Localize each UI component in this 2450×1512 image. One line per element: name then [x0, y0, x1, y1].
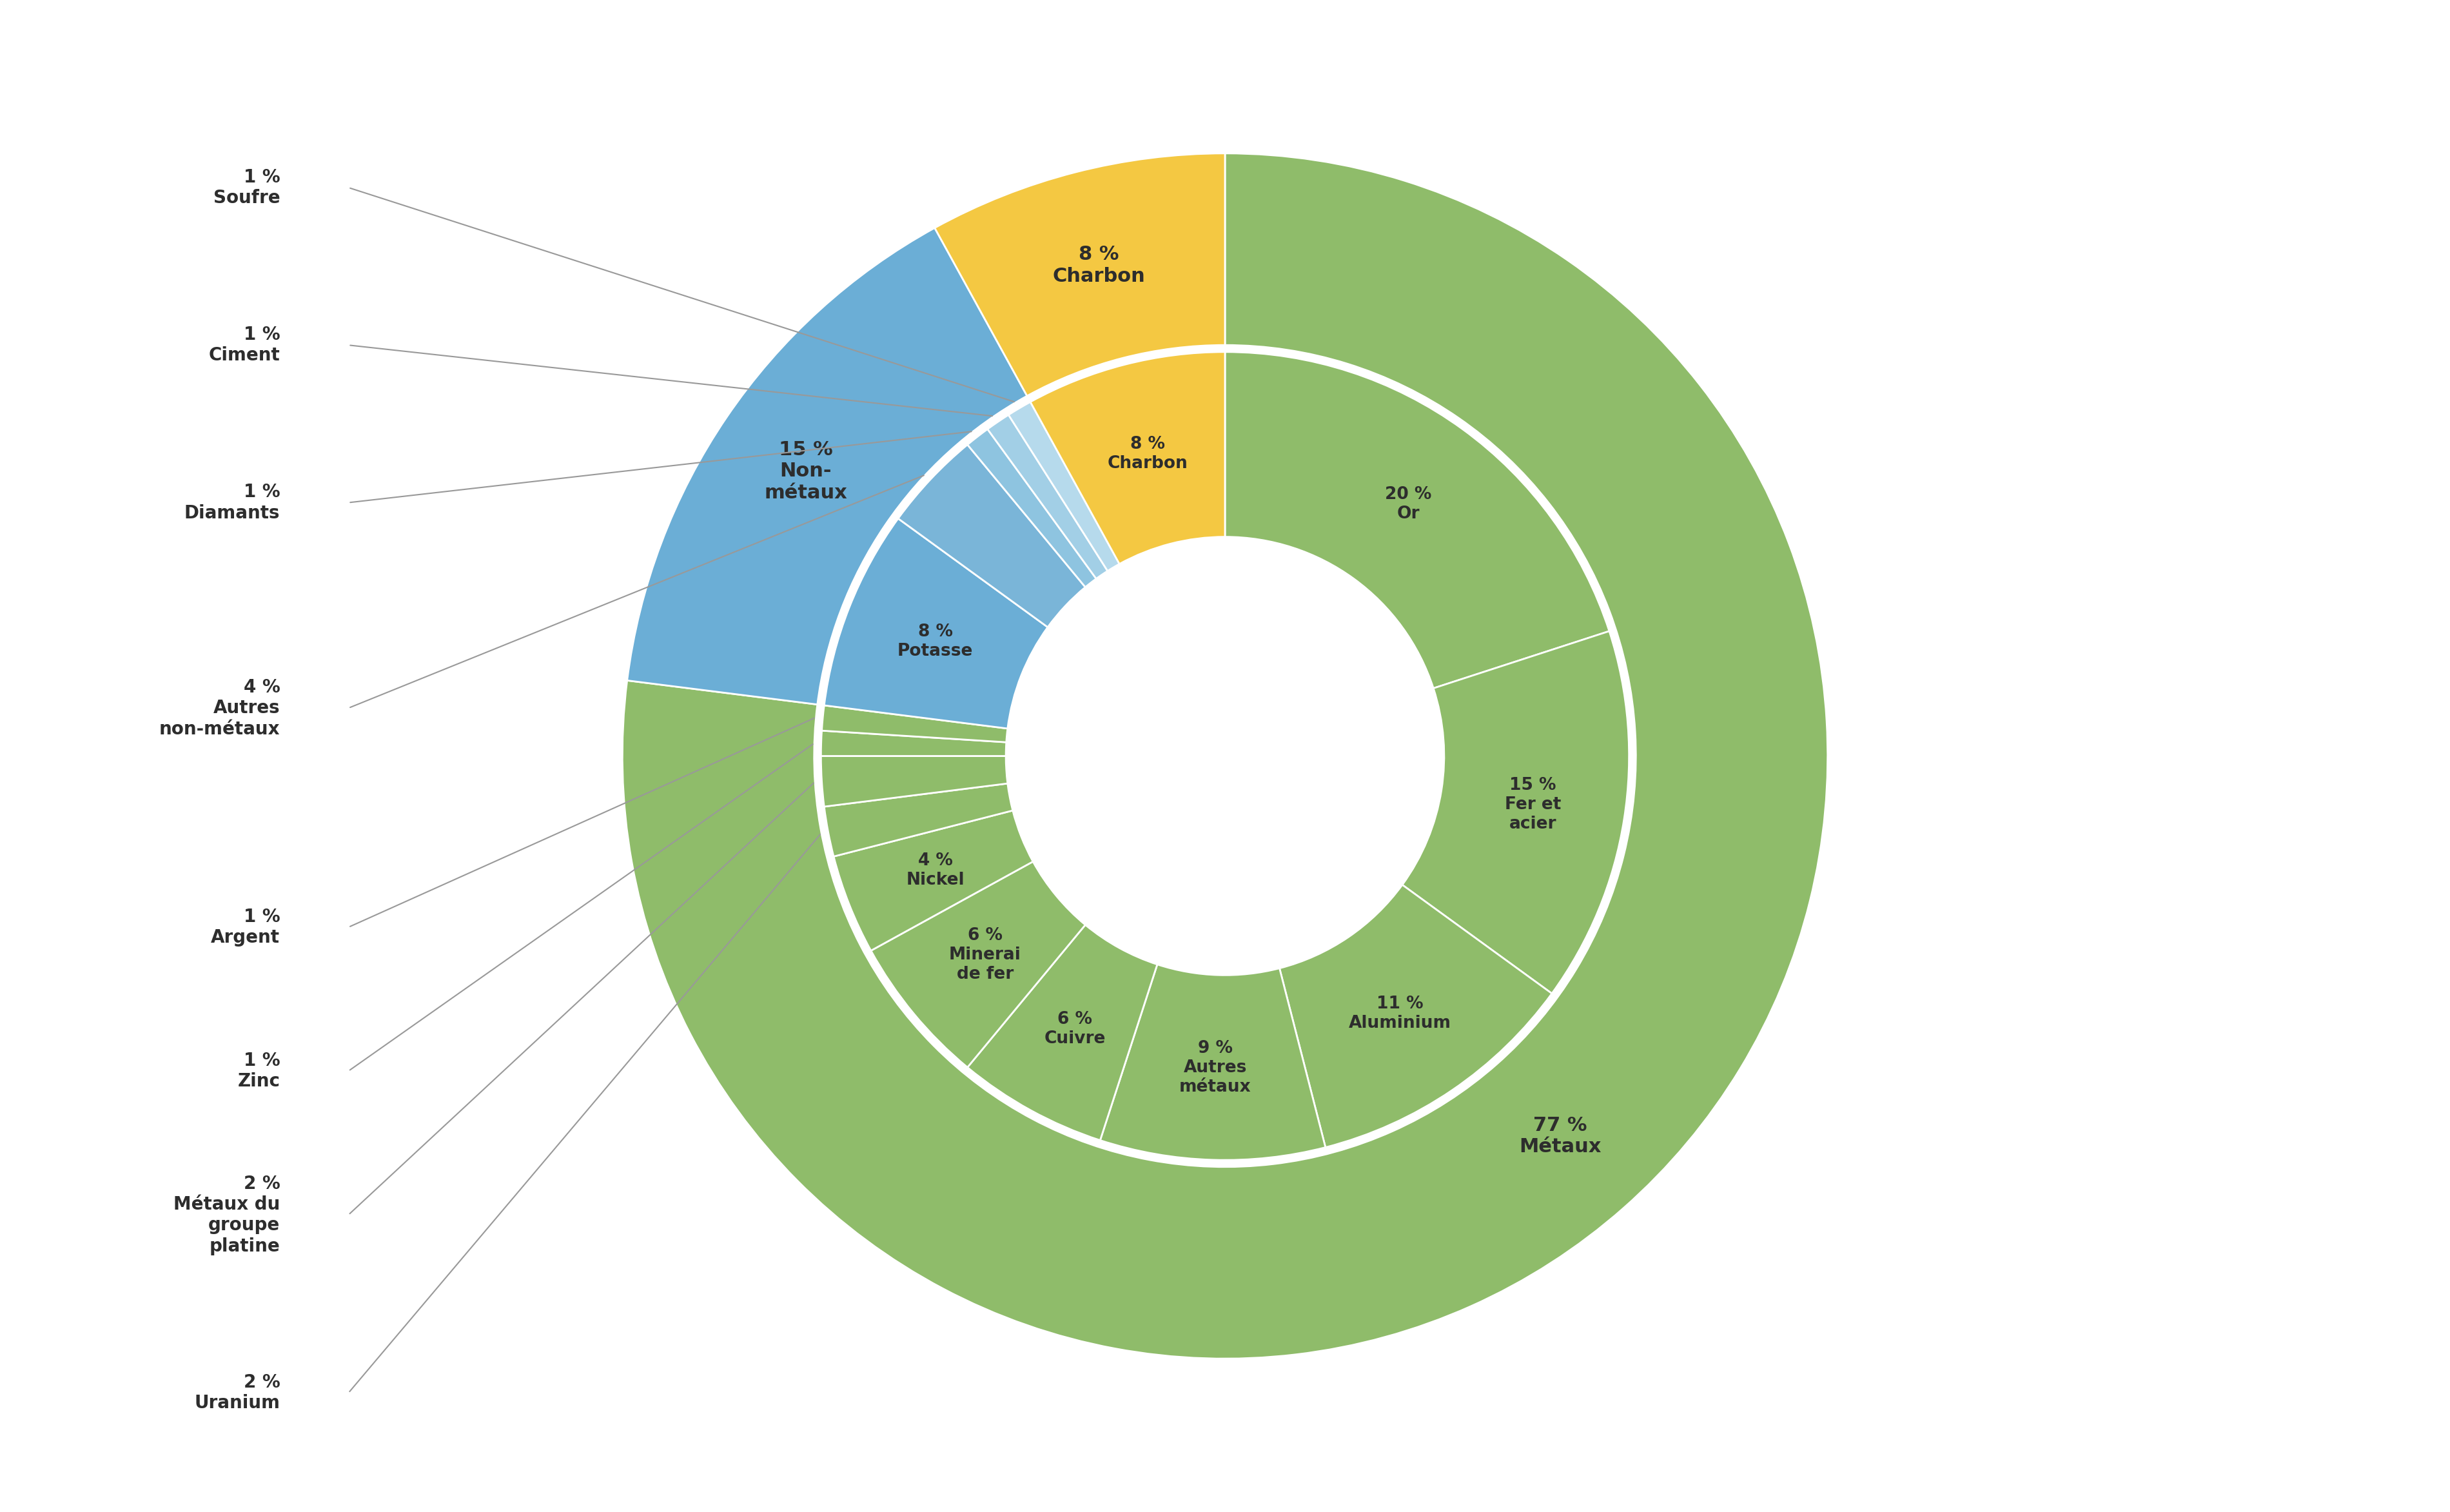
Text: 6 %
Minerai
de fer: 6 % Minerai de fer: [948, 927, 1022, 983]
Wedge shape: [968, 429, 1095, 587]
Wedge shape: [1225, 352, 1610, 688]
Wedge shape: [899, 445, 1085, 627]
Text: 8 %
Potasse: 8 % Potasse: [897, 623, 973, 659]
Text: 15 %
Non-
métaux: 15 % Non- métaux: [764, 440, 848, 502]
Text: 4 %
Autres
non-métaux: 4 % Autres non-métaux: [159, 679, 279, 738]
Text: 1 %
Zinc: 1 % Zinc: [238, 1051, 279, 1090]
Wedge shape: [1031, 352, 1225, 564]
Text: 2 %
Uranium: 2 % Uranium: [194, 1373, 279, 1412]
Text: 1 %
Argent: 1 % Argent: [211, 907, 279, 947]
Text: 1 %
Ciment: 1 % Ciment: [208, 325, 279, 364]
Wedge shape: [821, 730, 1007, 756]
Wedge shape: [1009, 402, 1120, 572]
Text: 1 %
Soufre: 1 % Soufre: [213, 168, 279, 207]
Wedge shape: [823, 519, 1049, 729]
Wedge shape: [968, 925, 1156, 1140]
Text: 1 %
Diamants: 1 % Diamants: [184, 484, 279, 522]
Text: 4 %
Nickel: 4 % Nickel: [906, 853, 965, 889]
Text: 77 %
Métaux: 77 % Métaux: [1519, 1116, 1602, 1157]
Wedge shape: [627, 228, 1027, 705]
Text: 8 %
Charbon: 8 % Charbon: [1107, 435, 1188, 472]
Text: 11 %
Aluminium: 11 % Aluminium: [1350, 996, 1450, 1031]
Wedge shape: [622, 153, 1828, 1359]
Wedge shape: [821, 756, 1007, 806]
Wedge shape: [823, 783, 1012, 856]
Wedge shape: [1100, 965, 1325, 1160]
Wedge shape: [1279, 885, 1551, 1148]
Text: 20 %
Or: 20 % Or: [1384, 485, 1431, 522]
Text: 8 %
Charbon: 8 % Charbon: [1054, 245, 1144, 286]
Text: 2 %
Métaux du
groupe
platine: 2 % Métaux du groupe platine: [174, 1175, 279, 1255]
Wedge shape: [987, 414, 1107, 579]
Wedge shape: [833, 810, 1034, 951]
Wedge shape: [1401, 631, 1629, 993]
Wedge shape: [821, 706, 1007, 742]
Text: 15 %
Fer et
acier: 15 % Fer et acier: [1504, 777, 1561, 833]
Text: 9 %
Autres
métaux: 9 % Autres métaux: [1178, 1040, 1252, 1095]
Wedge shape: [936, 153, 1225, 396]
Wedge shape: [870, 862, 1085, 1067]
Text: 6 %
Cuivre: 6 % Cuivre: [1044, 1012, 1105, 1048]
